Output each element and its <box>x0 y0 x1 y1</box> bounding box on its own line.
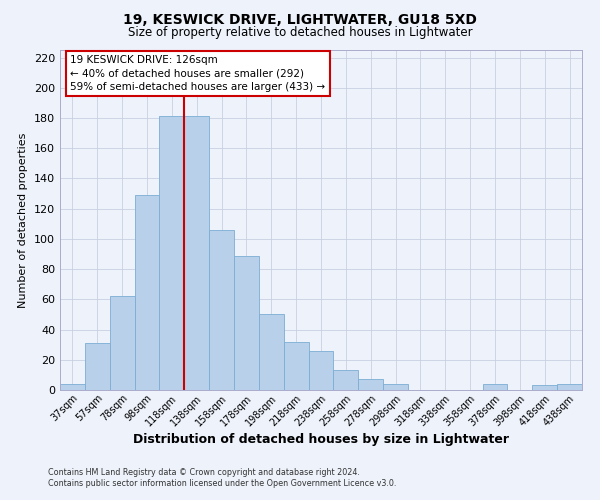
Bar <box>482 384 508 390</box>
Bar <box>160 116 184 390</box>
X-axis label: Distribution of detached houses by size in Lightwater: Distribution of detached houses by size … <box>133 433 509 446</box>
Bar <box>85 343 110 390</box>
Text: Contains HM Land Registry data © Crown copyright and database right 2024.
Contai: Contains HM Land Registry data © Crown c… <box>48 468 397 487</box>
Bar <box>532 386 557 390</box>
Text: 19 KESWICK DRIVE: 126sqm
← 40% of detached houses are smaller (292)
59% of semi-: 19 KESWICK DRIVE: 126sqm ← 40% of detach… <box>70 55 326 92</box>
Bar <box>110 296 134 390</box>
Bar <box>259 314 284 390</box>
Bar <box>234 256 259 390</box>
Bar <box>134 195 160 390</box>
Bar <box>308 350 334 390</box>
Bar <box>358 380 383 390</box>
Bar <box>209 230 234 390</box>
Bar <box>334 370 358 390</box>
Y-axis label: Number of detached properties: Number of detached properties <box>19 132 28 308</box>
Bar <box>184 116 209 390</box>
Bar <box>383 384 408 390</box>
Bar <box>284 342 308 390</box>
Text: 19, KESWICK DRIVE, LIGHTWATER, GU18 5XD: 19, KESWICK DRIVE, LIGHTWATER, GU18 5XD <box>123 12 477 26</box>
Text: Size of property relative to detached houses in Lightwater: Size of property relative to detached ho… <box>128 26 472 39</box>
Bar <box>60 384 85 390</box>
Bar <box>557 384 582 390</box>
